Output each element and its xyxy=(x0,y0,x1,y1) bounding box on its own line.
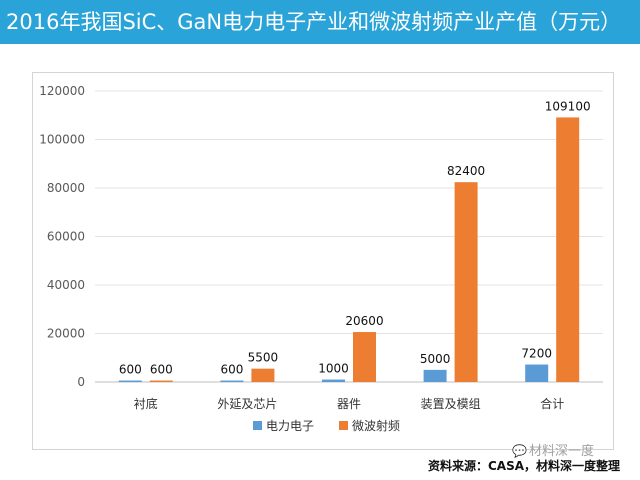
bar xyxy=(423,369,447,382)
bar xyxy=(353,332,376,382)
y-tick-label: 20000 xyxy=(47,327,85,341)
bar xyxy=(220,380,244,382)
source-note: 资料来源：CASA，材料深一度整理 xyxy=(427,459,620,473)
x-tick-label: 装置及模组 xyxy=(421,397,481,411)
grid-lines xyxy=(95,90,603,383)
y-axis: 0 20000 40000 60000 80000 100000 120000 xyxy=(39,84,85,389)
y-tick-label: 60000 xyxy=(47,230,85,244)
y-tick-label: 120000 xyxy=(39,84,85,98)
bar xyxy=(149,380,173,382)
data-label: 600 xyxy=(150,363,173,377)
x-tick-label: 外延及芯片 xyxy=(217,397,277,411)
data-label: 82400 xyxy=(447,164,485,178)
bar xyxy=(454,182,478,382)
chart-frame: 0 20000 40000 60000 80000 100000 120000 600 600… xyxy=(32,72,614,450)
x-tick-label: 器件 xyxy=(337,397,361,411)
legend: 电力电子 微波射频 xyxy=(253,418,400,433)
data-label: 5500 xyxy=(248,351,279,365)
bar xyxy=(251,368,275,382)
bars xyxy=(118,117,580,382)
data-label: 600 xyxy=(119,363,142,377)
legend-label: 微波射频 xyxy=(352,418,400,433)
y-tick-label: 80000 xyxy=(47,181,85,195)
data-label: 600 xyxy=(220,363,243,377)
data-label: 20600 xyxy=(345,314,383,328)
data-label: 1000 xyxy=(318,362,349,376)
y-tick-label: 40000 xyxy=(47,278,85,292)
data-labels: 600 600 600 5500 1000 20600 5000 82400 7200 10910… xyxy=(119,99,591,376)
data-label: 7200 xyxy=(521,347,552,361)
y-tick-label: 100000 xyxy=(39,133,85,147)
wechat-icon: 💬 xyxy=(512,444,527,458)
legend-swatch xyxy=(339,421,348,430)
bar xyxy=(118,380,142,382)
x-tick-label: 衬底 xyxy=(134,396,158,411)
data-label: 109100 xyxy=(545,99,591,113)
page-title: 2016年我国SiC、GaN电力电子产业和微波射频产业产值（万元） xyxy=(0,0,640,44)
x-tick-label: 合计 xyxy=(540,396,564,411)
x-axis: 衬底 外延及芯片 器件 装置及模组 合计 xyxy=(134,396,564,411)
watermark-text: 材料深一度 xyxy=(528,444,594,459)
legend-label: 电力电子 xyxy=(266,419,314,433)
legend-swatch xyxy=(253,421,262,430)
bar xyxy=(556,117,580,382)
bar xyxy=(322,379,345,382)
y-tick-label: 0 xyxy=(77,375,85,389)
bar xyxy=(525,364,549,382)
data-label: 5000 xyxy=(420,352,451,366)
watermark: 💬 材料深一度 xyxy=(512,440,594,459)
